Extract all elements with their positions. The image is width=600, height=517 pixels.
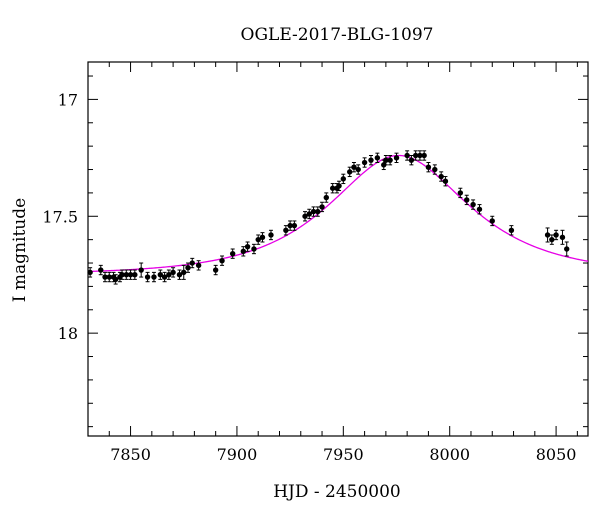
data-point [361, 159, 368, 166]
data-point [229, 250, 236, 257]
data-point [457, 190, 464, 196]
data-point [329, 185, 336, 191]
data-point [315, 208, 321, 215]
data-point [508, 227, 515, 233]
data-point [161, 274, 168, 280]
data-point [432, 166, 438, 173]
data-point [470, 201, 476, 208]
data-point [383, 157, 389, 163]
data-point [106, 274, 112, 280]
data-point [291, 222, 298, 229]
data-point [123, 272, 129, 278]
data-point [112, 276, 119, 283]
data-point [119, 272, 125, 278]
data-point [549, 236, 555, 243]
data-point [181, 269, 187, 276]
data-point [489, 218, 495, 224]
data-point [195, 262, 202, 269]
data-point [189, 260, 195, 266]
data-point [476, 206, 483, 212]
data-point [404, 152, 410, 159]
data-point [351, 164, 357, 170]
data-point [319, 204, 325, 210]
data-point [306, 211, 312, 217]
data-point [408, 157, 415, 163]
data-point [340, 176, 347, 182]
data-point [170, 269, 176, 276]
x-tick-label: 7900 [217, 445, 258, 464]
y-axis-label: I magnitude [10, 198, 30, 302]
data-point [302, 213, 308, 219]
data-point [368, 157, 374, 163]
data-point [393, 155, 400, 161]
x-tick-label: 8000 [429, 445, 470, 464]
y-tick-label: 17.5 [42, 207, 78, 226]
data-point [442, 178, 449, 184]
x-tick-label: 7950 [323, 445, 364, 464]
data-point [98, 267, 104, 273]
data-point [138, 267, 144, 273]
chart-title: OGLE-2017-BLG-1097 [241, 25, 434, 45]
data-point [287, 222, 293, 229]
data-point [255, 236, 261, 243]
y-tick-label: 17 [58, 90, 78, 109]
data-point [244, 243, 251, 250]
data-point [381, 162, 387, 168]
model-curve [87, 154, 589, 273]
data-point [374, 155, 381, 161]
data-point [564, 246, 570, 252]
y-tick-label: 18 [58, 324, 78, 343]
data-point [87, 269, 93, 276]
plot-frame [87, 61, 589, 437]
x-axis-label: HJD - 2450000 [273, 482, 401, 502]
data-point [259, 234, 266, 241]
data-point [176, 272, 183, 278]
data-point [553, 232, 559, 238]
x-tick-label: 7850 [110, 445, 151, 464]
data-point [151, 274, 157, 280]
data-point [268, 232, 274, 238]
data-point [157, 272, 164, 278]
data-point [412, 152, 419, 159]
data-point [425, 164, 432, 170]
data-point [127, 272, 134, 278]
data-point [438, 173, 444, 180]
data-point [559, 234, 566, 241]
data-point [283, 227, 289, 233]
plot-area: 7850 7900 7950 8000 8050 17 17.5 18 [42, 61, 589, 464]
data-point [310, 208, 317, 215]
data-point [464, 197, 470, 203]
data-point [251, 246, 257, 252]
data-point [544, 232, 551, 238]
data-point [323, 194, 329, 201]
data-point [144, 274, 151, 280]
data-point [417, 152, 423, 159]
data-point [132, 272, 138, 278]
data-point [219, 257, 225, 264]
data-point [347, 169, 353, 175]
data-point [166, 272, 172, 278]
data-point [336, 183, 342, 189]
data-point [387, 157, 393, 163]
x-tick-label: 8050 [536, 445, 577, 464]
data-point [185, 265, 191, 271]
data-point [240, 248, 247, 255]
data-point [102, 274, 108, 280]
data-point [355, 166, 361, 173]
data-point [421, 152, 427, 159]
data-point [212, 267, 219, 273]
